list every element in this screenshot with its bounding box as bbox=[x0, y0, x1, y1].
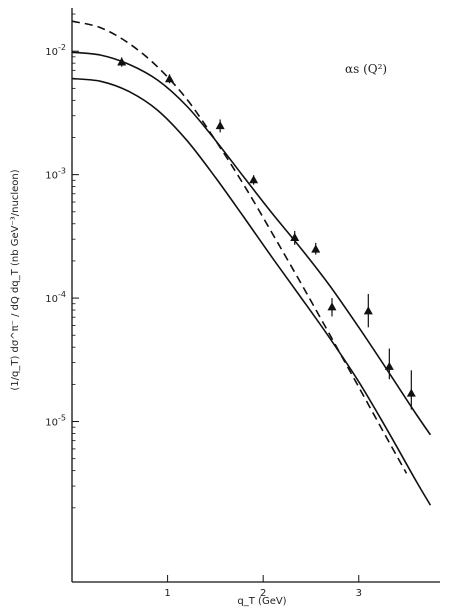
y-tick-label: 10-4 bbox=[45, 290, 66, 305]
data-point-triangle bbox=[363, 306, 373, 315]
solid-curve-1 bbox=[71, 51, 432, 436]
x-tick-label: 2 bbox=[260, 588, 266, 599]
model-curves bbox=[71, 20, 432, 506]
x-tick-label: 3 bbox=[356, 588, 362, 599]
data-point-triangle bbox=[327, 302, 337, 311]
data-point-triangle bbox=[164, 74, 174, 83]
y-axis-title: (1/q_T) dσ^π⁻ / dQ dq_T (nb GeV⁻³/nucleo… bbox=[10, 169, 21, 390]
data-point-triangle bbox=[406, 388, 416, 397]
solid-curve-2 bbox=[71, 77, 432, 506]
y-tick-label: 10-3 bbox=[45, 167, 66, 182]
y-tick-label: 10-2 bbox=[45, 43, 66, 58]
data-point-triangle bbox=[290, 232, 300, 242]
x-axis: 1 2 3 bbox=[164, 575, 362, 599]
x-axis-title: q_T (GeV) bbox=[237, 596, 286, 607]
alpha-s-annotation: αs (Q²) bbox=[345, 62, 387, 76]
data-point-triangle bbox=[311, 244, 321, 253]
data-points bbox=[117, 57, 416, 410]
data-point-triangle bbox=[117, 57, 127, 66]
data-point-triangle bbox=[384, 361, 394, 370]
x-tick-label: 1 bbox=[164, 588, 170, 599]
y-axis: 10-2 10-3 10-4 10-5 bbox=[45, 13, 79, 509]
data-point-triangle bbox=[215, 121, 225, 130]
plot-frame bbox=[71, 8, 440, 583]
data-point-triangle bbox=[249, 175, 259, 184]
y-tick-label: 10-5 bbox=[45, 414, 66, 429]
